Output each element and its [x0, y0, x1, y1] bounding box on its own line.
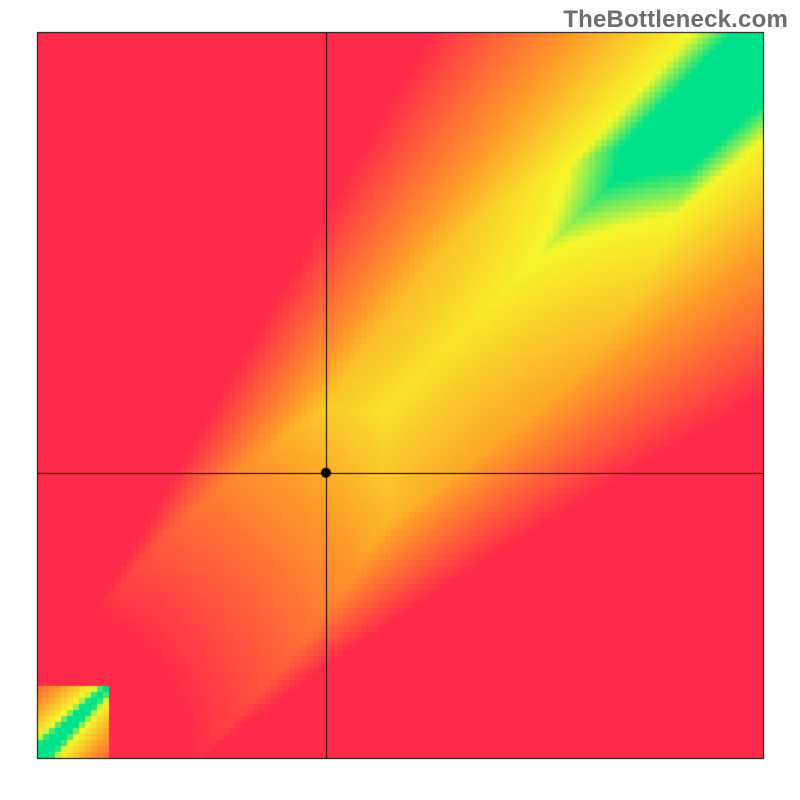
watermark-text: TheBottleneck.com — [563, 6, 788, 34]
bottleneck-heatmap — [0, 0, 800, 800]
chart-container: TheBottleneck.com — [0, 0, 800, 800]
